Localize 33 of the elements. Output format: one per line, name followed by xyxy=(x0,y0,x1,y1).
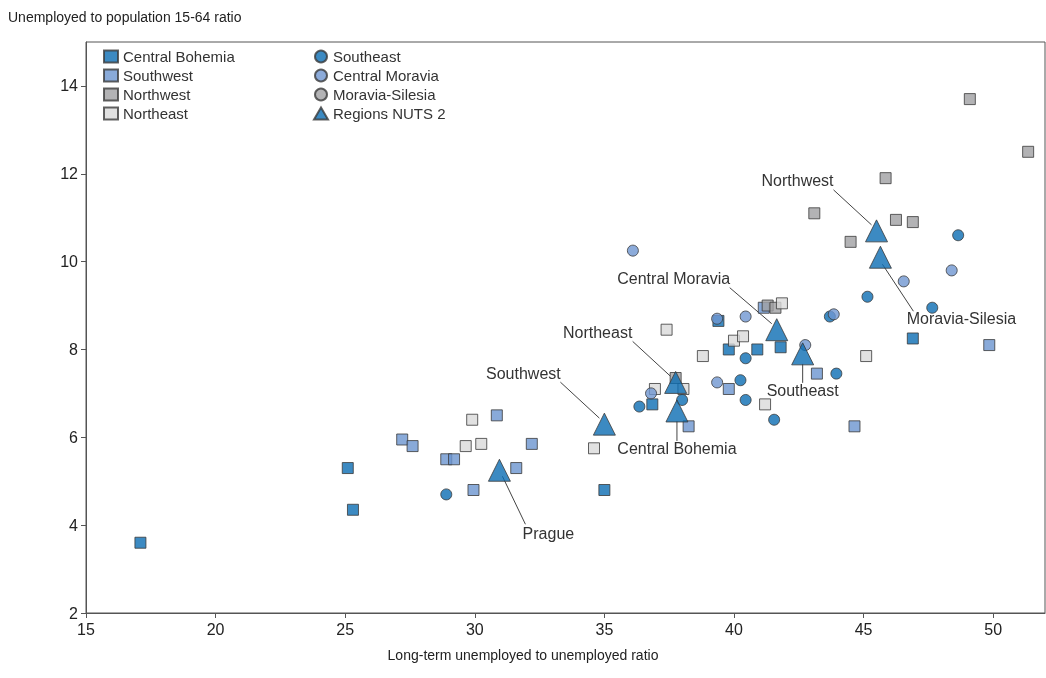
x-tick-label: 15 xyxy=(77,620,95,638)
y-tick-label: 10 xyxy=(60,253,79,271)
legend-label: Central Moravia xyxy=(333,67,440,84)
x-tick-label: 50 xyxy=(984,620,1003,638)
annotation: Southeast xyxy=(766,382,840,400)
y-tick-label: 14 xyxy=(60,77,79,95)
x-tick-label: 30 xyxy=(465,620,484,638)
annotation: Northeast xyxy=(562,323,633,341)
legend-label: Moravia-Silesia xyxy=(333,86,437,103)
y-tick-label: 2 xyxy=(69,604,79,622)
x-tick-label: 25 xyxy=(336,620,355,638)
annotation: Moravia-Silesia xyxy=(906,309,1017,327)
legend-label: Northwest xyxy=(123,86,192,103)
annotation: Southwest xyxy=(486,364,562,382)
y-tick-label: 4 xyxy=(69,516,79,534)
y-tick-label: 8 xyxy=(69,340,79,358)
legend-label: Southwest xyxy=(123,67,194,84)
annotation: Central Moravia xyxy=(617,270,731,288)
legend-label: Regions NUTS 2 xyxy=(333,105,446,122)
legend-label: Central Bohemia xyxy=(123,48,236,65)
y-tick-label: 6 xyxy=(69,428,79,446)
annotation: Prague xyxy=(522,524,575,542)
y-axis-title: Unemployed to population 15-64 ratio xyxy=(8,9,242,25)
x-tick-label: 20 xyxy=(206,620,225,638)
legend-label: Northeast xyxy=(123,105,189,122)
x-tick-label: 40 xyxy=(725,620,743,638)
x-tick-label: 35 xyxy=(595,620,614,638)
x-tick-label: 45 xyxy=(854,620,873,638)
y-tick-label: 12 xyxy=(60,165,79,183)
legend-label: Southeast xyxy=(333,48,402,65)
annotation: Central Bohemia xyxy=(617,440,737,458)
annotation: Northwest xyxy=(761,172,835,190)
x-axis-title: Long-term unemployed to unemployed ratio xyxy=(387,647,659,663)
